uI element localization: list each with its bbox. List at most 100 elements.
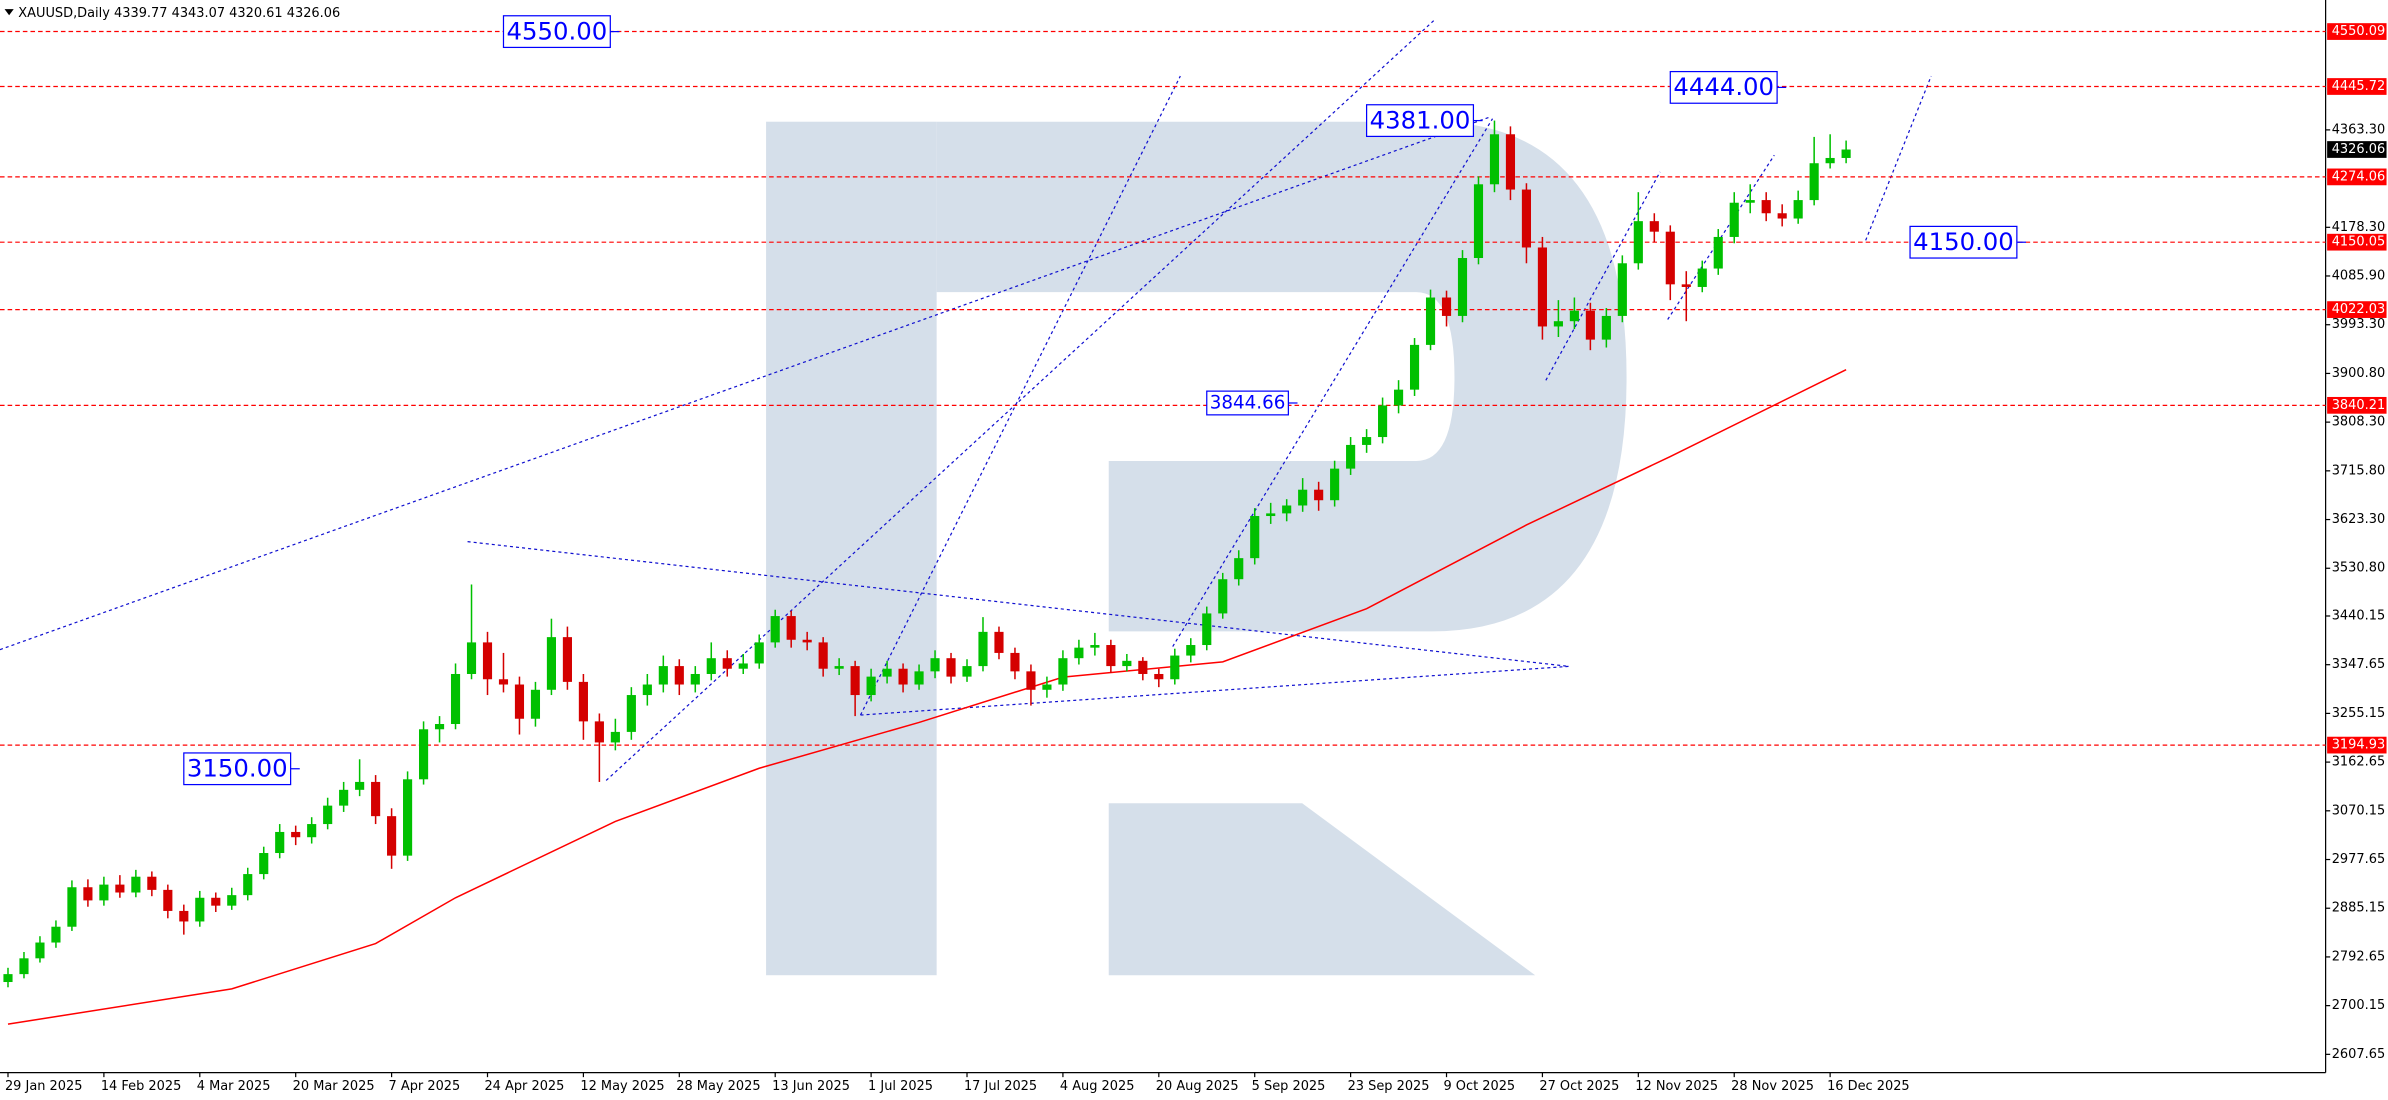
y-tick-label: 3623.30	[2332, 512, 2385, 527]
y-tick-label: 3070.15	[2332, 803, 2385, 818]
candle-body	[1601, 315, 1611, 340]
annotation-label: 3844.66	[1210, 393, 1286, 414]
trend-line	[0, 116, 1490, 651]
x-tick-label: 4 Mar 2025	[197, 1079, 271, 1094]
candle-body	[642, 684, 652, 696]
candle-body	[770, 616, 780, 643]
x-tick-label: 13 Jun 2025	[772, 1079, 850, 1094]
candle-body	[1537, 247, 1547, 327]
y-tick-label: 3347.65	[2332, 657, 2385, 672]
watermark	[766, 121, 1627, 976]
candle-body	[1745, 200, 1755, 203]
candle-body	[339, 789, 349, 806]
annotation: 4381.00	[1365, 104, 1483, 138]
candle-body	[355, 781, 365, 790]
candle-body	[1617, 263, 1627, 316]
candle-body	[147, 876, 157, 890]
x-tick-label: 20 Mar 2025	[293, 1079, 375, 1094]
candle-body	[1649, 221, 1659, 232]
y-tick-label: 2885.15	[2332, 901, 2385, 916]
candle-body	[578, 681, 588, 722]
candle-body	[3, 974, 13, 983]
candle-body	[131, 876, 141, 893]
candle-body	[1681, 284, 1691, 287]
candle-body	[1633, 221, 1643, 264]
y-tick-label: 4178.30	[2332, 220, 2385, 235]
y-tick-label: 4085.90	[2332, 268, 2385, 283]
level-label-box	[2327, 736, 2387, 754]
menu-arrow[interactable]	[4, 9, 14, 16]
candle-body	[227, 895, 237, 906]
candle-body	[1457, 258, 1468, 316]
candle-body	[514, 684, 525, 719]
candle-body	[211, 897, 221, 906]
level-label: 4274.06	[2332, 169, 2385, 184]
x-tick-label: 7 Apr 2025	[389, 1079, 461, 1094]
y-tick-label: 3530.80	[2332, 561, 2385, 576]
x-tick-label: 12 May 2025	[580, 1079, 664, 1094]
candle-body	[818, 642, 828, 669]
price-label-box	[2327, 141, 2387, 158]
candle-body	[1042, 684, 1052, 690]
candle-body	[1218, 579, 1228, 614]
candle-body	[1841, 149, 1851, 158]
candle-body	[1234, 558, 1244, 580]
annotation: 4150.00	[1909, 225, 2027, 259]
candle-body	[1569, 310, 1579, 322]
symbol: XAUUSD,Daily	[18, 5, 110, 20]
level-label: 4022.03	[2332, 302, 2385, 317]
candle-body	[1154, 673, 1164, 680]
candle-body	[179, 910, 189, 922]
candle-body	[546, 637, 557, 690]
candle-body	[706, 658, 716, 674]
candle-body	[1266, 513, 1276, 517]
candle-body	[291, 831, 301, 838]
candle-body	[115, 884, 125, 893]
y-tick-label: 3440.15	[2332, 608, 2385, 623]
candle-body	[1777, 213, 1787, 219]
candle-body	[1665, 231, 1675, 285]
candle-body	[1409, 344, 1420, 390]
candle-body	[1010, 652, 1020, 672]
candle-body	[1553, 321, 1563, 327]
candle-body	[610, 731, 620, 743]
x-tick-label: 5 Sep 2025	[1252, 1079, 1326, 1094]
candle-body	[1298, 489, 1308, 506]
candle-body	[1186, 645, 1196, 656]
level-label: 3840.21	[2332, 398, 2385, 413]
candle-body	[530, 689, 541, 719]
annotation-box	[1365, 104, 1475, 138]
candle-body	[626, 695, 636, 732]
y-tick-label: 2607.65	[2332, 1047, 2385, 1062]
x-tick-label: 23 Sep 2025	[1348, 1079, 1430, 1094]
annotation-label: 4550.00	[507, 16, 608, 45]
candle-body	[1282, 505, 1292, 514]
candle-body	[866, 676, 876, 696]
trend-line	[605, 19, 1436, 781]
candle-body	[1505, 134, 1516, 190]
candle-body	[738, 663, 748, 669]
candle-body	[275, 831, 285, 854]
annotation-box	[502, 15, 611, 49]
candle-body	[1473, 184, 1484, 259]
candle-body	[834, 666, 844, 669]
y-tick-label: 3900.80	[2332, 366, 2385, 381]
candle-body	[930, 658, 940, 672]
x-tick-label: 28 May 2025	[676, 1079, 760, 1094]
trend-line	[1865, 75, 1932, 241]
level-label: 4445.72	[2332, 79, 2385, 94]
candle-body	[1585, 310, 1595, 340]
y-tick-label: 4363.30	[2332, 122, 2385, 137]
y-tick-label: 2977.65	[2332, 852, 2385, 867]
candle-body	[19, 958, 29, 975]
candle-body	[1090, 645, 1100, 648]
open: 4339.77	[114, 5, 167, 20]
candle-body	[1314, 489, 1324, 501]
candle-body	[403, 779, 413, 856]
candle-body	[1074, 647, 1084, 659]
y-tick-label: 2700.15	[2332, 998, 2385, 1013]
high: 4343.07	[172, 5, 225, 20]
candle-body	[418, 729, 429, 780]
candle-body	[1362, 437, 1372, 445]
